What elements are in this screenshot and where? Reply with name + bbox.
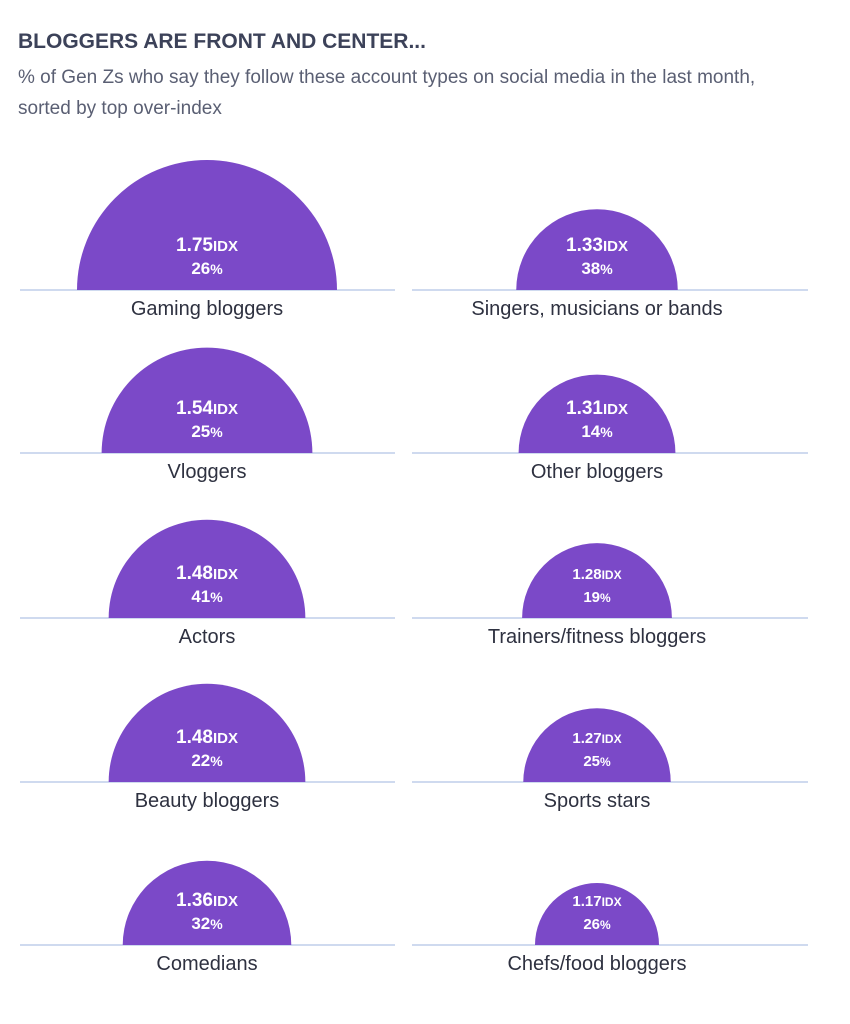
idx-label: 1.28IDX [572, 566, 621, 583]
idx-label: 1.33IDX [566, 235, 628, 256]
idx-label: 1.54IDX [176, 398, 238, 419]
pct-label: 41% [191, 587, 223, 606]
idx-unit: IDX [602, 895, 622, 909]
dome-mark [518, 374, 676, 453]
idx-value: 1.54 [176, 398, 213, 419]
idx-value: 1.33 [566, 235, 603, 256]
category-label: Beauty bloggers [135, 790, 280, 812]
pct-value: 26 [583, 916, 600, 933]
idx-unit: IDX [213, 238, 238, 255]
pct-value: 26 [191, 259, 210, 278]
dome-mark [535, 883, 659, 945]
pct-label: 14% [581, 422, 613, 441]
idx-value: 1.36 [176, 890, 213, 911]
idx-label: 1.27IDX [572, 730, 621, 747]
pct-label: 19% [583, 589, 611, 606]
pct-label: 26% [191, 259, 223, 278]
category-label: Chefs/food bloggers [507, 953, 686, 975]
pct-value: 19 [583, 589, 600, 606]
category-label: Comedians [156, 953, 257, 975]
dome-mark [122, 860, 292, 945]
idx-unit: IDX [213, 401, 238, 418]
pct-unit: % [210, 753, 223, 769]
dome-mark [108, 519, 306, 618]
dome-mark [101, 347, 313, 453]
idx-label: 1.31IDX [566, 398, 628, 419]
pct-label: 22% [191, 751, 223, 770]
chart-subtitle: % of Gen Zs who say they follow these ac… [18, 67, 756, 119]
pct-unit: % [600, 755, 611, 769]
pct-unit: % [210, 424, 223, 440]
idx-unit: IDX [213, 566, 238, 583]
category-label: Vloggers [168, 461, 247, 483]
idx-unit: IDX [213, 730, 238, 747]
idx-label: 1.36IDX [176, 890, 238, 911]
chart-title: BLOGGERS ARE FRONT AND CENTER... [18, 30, 426, 53]
pct-label: 25% [583, 753, 611, 770]
idx-value: 1.31 [566, 398, 603, 419]
pct-value: 22 [191, 751, 210, 770]
category-label: Gaming bloggers [131, 298, 283, 320]
idx-unit: IDX [603, 401, 628, 418]
idx-label: 1.75IDX [176, 235, 238, 256]
pct-label: 25% [191, 422, 223, 441]
idx-value: 1.48 [176, 563, 213, 584]
pct-value: 25 [191, 422, 210, 441]
pct-value: 14 [581, 422, 600, 441]
category-label: Singers, musicians or bands [471, 298, 722, 320]
idx-unit: IDX [602, 732, 622, 746]
pct-unit: % [600, 918, 611, 932]
dome-mark [516, 209, 678, 290]
pct-label: 38% [581, 259, 613, 278]
idx-value: 1.28 [572, 566, 601, 583]
dome-mark [522, 543, 672, 618]
pct-unit: % [600, 424, 613, 440]
pct-label: 26% [583, 916, 611, 933]
category-label: Trainers/fitness bloggers [488, 626, 706, 648]
pct-label: 32% [191, 914, 223, 933]
category-label: Other bloggers [531, 461, 663, 483]
pct-unit: % [210, 916, 223, 932]
idx-value: 1.48 [176, 727, 213, 748]
dome-mark [108, 683, 306, 782]
dome-mark [523, 708, 671, 782]
pct-value: 41 [191, 587, 210, 606]
idx-label: 1.48IDX [176, 727, 238, 748]
idx-unit: IDX [603, 238, 628, 255]
pct-unit: % [210, 261, 223, 277]
category-label: Sports stars [544, 790, 651, 812]
idx-value: 1.17 [572, 893, 601, 910]
category-label: Actors [179, 626, 236, 648]
idx-unit: IDX [213, 893, 238, 910]
pct-unit: % [600, 261, 613, 277]
pct-unit: % [210, 589, 223, 605]
pct-value: 25 [583, 753, 600, 770]
idx-label: 1.17IDX [572, 893, 621, 910]
idx-label: 1.48IDX [176, 563, 238, 584]
idx-value: 1.27 [572, 730, 601, 747]
pct-unit: % [600, 591, 611, 605]
dome-mark [77, 160, 337, 290]
pct-value: 38 [581, 259, 600, 278]
pct-value: 32 [191, 914, 210, 933]
idx-unit: IDX [602, 568, 622, 582]
idx-value: 1.75 [176, 235, 213, 256]
